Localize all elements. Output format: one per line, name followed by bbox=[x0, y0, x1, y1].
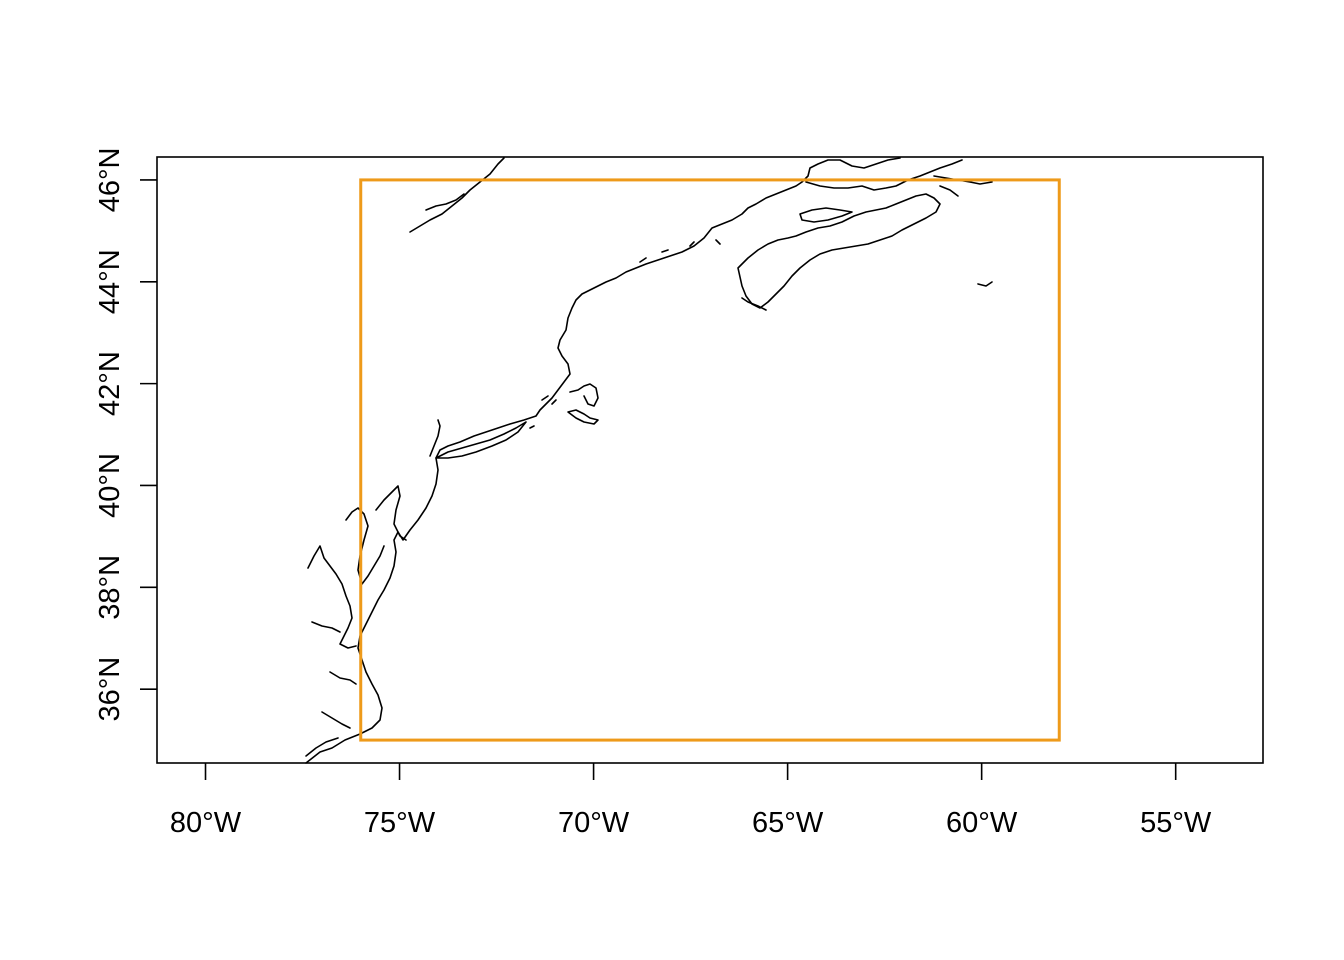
x-tick-label: 65°W bbox=[752, 807, 824, 839]
y-tick-label: 38°N bbox=[94, 555, 126, 620]
x-axis: 80°W 75°W 70°W 65°W 60°W 55°W bbox=[170, 763, 1212, 839]
x-tick-label: 60°W bbox=[946, 807, 1018, 839]
plot-frame bbox=[156, 156, 1264, 764]
x-tick-label: 75°W bbox=[364, 807, 436, 839]
y-tick-label: 42°N bbox=[94, 351, 126, 416]
y-axis: 36°N 38°N 40°N 42°N 44°N 46°N bbox=[94, 148, 157, 722]
y-tick-label: 44°N bbox=[94, 249, 126, 314]
y-tick-label: 40°N bbox=[94, 453, 126, 518]
x-tick-label: 55°W bbox=[1140, 807, 1212, 839]
y-tick-label: 36°N bbox=[94, 657, 126, 722]
coastline bbox=[305, 157, 993, 764]
x-tick-label: 80°W bbox=[170, 807, 242, 839]
bounding-box bbox=[359, 178, 1061, 742]
y-tick-label: 46°N bbox=[94, 148, 126, 213]
x-tick-label: 70°W bbox=[558, 807, 630, 839]
